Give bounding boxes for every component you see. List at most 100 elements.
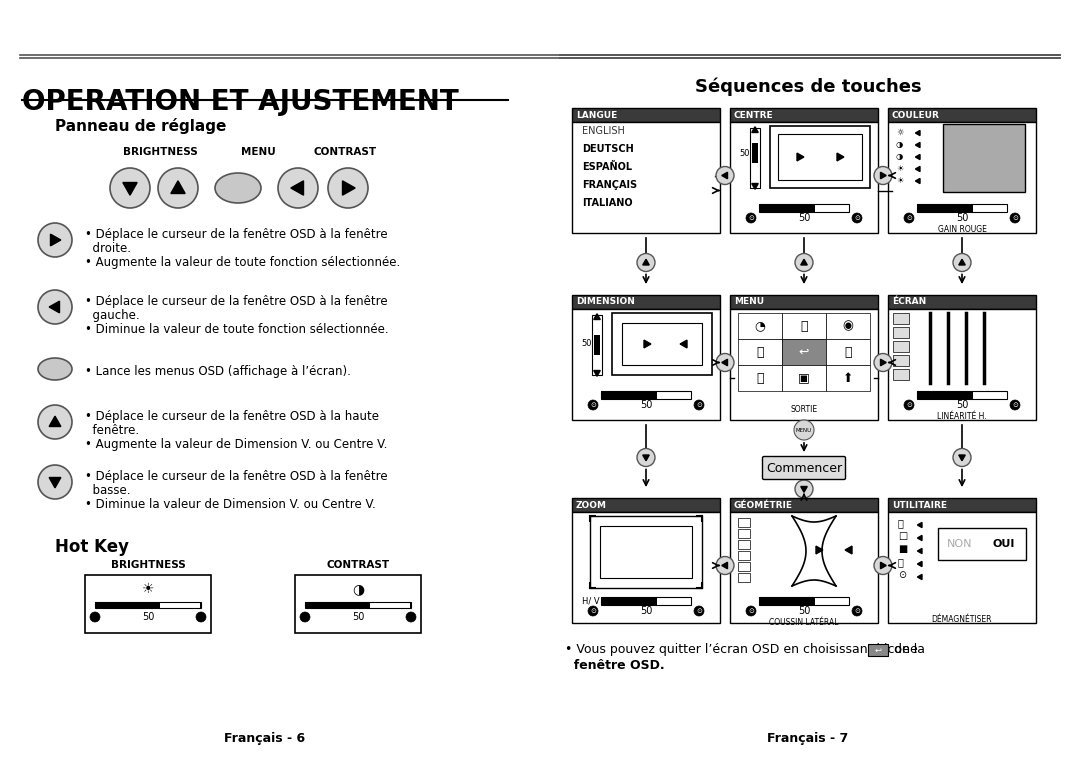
Text: ⊙: ⊙ — [748, 215, 754, 221]
Text: 50: 50 — [141, 612, 154, 622]
FancyBboxPatch shape — [762, 456, 846, 479]
Text: LINÉARITÉ H.: LINÉARITÉ H. — [937, 412, 987, 421]
Text: • Augmente la valeur de Dimension V. ou Centre V.: • Augmente la valeur de Dimension V. ou … — [85, 438, 388, 451]
Bar — [738, 551, 750, 560]
Text: MENU: MENU — [796, 427, 812, 433]
Bar — [738, 562, 750, 571]
Polygon shape — [50, 416, 60, 427]
Circle shape — [874, 353, 892, 372]
Text: OPERATION ET AJUSTEMENT: OPERATION ET AJUSTEMENT — [22, 88, 459, 116]
Bar — [590, 516, 702, 588]
Bar — [305, 602, 411, 608]
Bar — [85, 575, 211, 633]
Circle shape — [795, 253, 813, 272]
Text: ⊙: ⊙ — [897, 570, 906, 580]
Text: ↩: ↩ — [875, 645, 881, 655]
Text: • Déplace le curseur de la fenêtre OSD à la fenêtre: • Déplace le curseur de la fenêtre OSD à… — [85, 228, 388, 241]
Polygon shape — [917, 562, 922, 567]
Circle shape — [278, 168, 318, 208]
Circle shape — [694, 606, 704, 616]
Bar — [600, 597, 691, 605]
Polygon shape — [50, 301, 59, 313]
Polygon shape — [752, 127, 758, 133]
Polygon shape — [644, 340, 651, 348]
Circle shape — [874, 166, 892, 185]
Text: Panneau de réglage: Panneau de réglage — [55, 118, 227, 134]
Text: fenêtre OSD.: fenêtre OSD. — [565, 659, 664, 672]
Polygon shape — [50, 478, 60, 488]
Circle shape — [300, 612, 310, 622]
Text: ⎕: ⎕ — [800, 320, 808, 333]
Bar — [917, 204, 1007, 212]
Text: ☀: ☀ — [896, 176, 904, 185]
Bar — [730, 309, 878, 420]
Text: • Déplace le curseur de la fenêtre OSD à la fenêtre: • Déplace le curseur de la fenêtre OSD à… — [85, 295, 388, 308]
Text: ☼: ☼ — [896, 128, 904, 137]
Text: BRIGHTNESS: BRIGHTNESS — [123, 147, 198, 157]
Circle shape — [694, 400, 704, 410]
Bar — [782, 313, 826, 339]
Bar — [305, 602, 411, 608]
Bar — [917, 204, 973, 212]
Polygon shape — [797, 153, 804, 161]
Polygon shape — [51, 234, 60, 246]
Text: ⊙: ⊙ — [854, 608, 860, 614]
Bar — [893, 341, 909, 352]
Text: Français - 7: Français - 7 — [768, 732, 849, 745]
Bar — [943, 124, 1025, 192]
Bar — [826, 313, 870, 339]
Bar — [759, 597, 849, 605]
Text: ⬜: ⬜ — [756, 346, 764, 359]
Polygon shape — [816, 546, 823, 554]
Polygon shape — [643, 259, 649, 265]
Circle shape — [852, 213, 862, 223]
Bar — [939, 528, 1026, 560]
Bar — [600, 391, 657, 399]
Circle shape — [588, 400, 598, 410]
Text: Commencer: Commencer — [766, 462, 842, 475]
Text: ☀: ☀ — [896, 164, 904, 173]
Bar — [738, 540, 750, 549]
Polygon shape — [880, 562, 887, 568]
Bar — [888, 498, 1036, 512]
Bar — [600, 526, 692, 578]
Circle shape — [328, 168, 368, 208]
Text: ⬛: ⬛ — [897, 557, 904, 567]
Bar — [759, 204, 849, 212]
Text: ⊙: ⊙ — [748, 608, 754, 614]
Text: MENU: MENU — [241, 147, 275, 157]
Text: ⊙: ⊙ — [590, 608, 596, 614]
Polygon shape — [880, 172, 887, 179]
Bar — [917, 391, 1007, 399]
Bar — [826, 365, 870, 391]
Text: ⊙: ⊙ — [697, 402, 702, 408]
Polygon shape — [643, 455, 649, 461]
Circle shape — [874, 556, 892, 575]
Text: NON: NON — [947, 539, 973, 549]
Bar — [95, 602, 201, 608]
Polygon shape — [342, 181, 355, 195]
Text: ⊙: ⊙ — [906, 402, 912, 408]
Polygon shape — [880, 359, 887, 365]
Polygon shape — [800, 259, 807, 265]
Bar — [770, 126, 870, 188]
Bar — [782, 339, 826, 365]
Text: DEUTSCH: DEUTSCH — [582, 144, 634, 154]
Polygon shape — [594, 314, 600, 320]
Bar — [295, 575, 421, 633]
Polygon shape — [837, 153, 843, 161]
Text: • Vous pouvez quitter l’écran OSD en choisissant l’icone: • Vous pouvez quitter l’écran OSD en cho… — [565, 643, 918, 656]
Text: ENGLISH: ENGLISH — [582, 126, 625, 136]
Bar — [622, 323, 702, 365]
Polygon shape — [752, 183, 758, 189]
Bar — [572, 295, 720, 309]
Bar — [730, 512, 878, 623]
Text: 50: 50 — [582, 339, 592, 347]
Circle shape — [195, 612, 206, 622]
Bar — [888, 309, 1036, 420]
Text: ■: ■ — [897, 544, 907, 554]
Text: ◑: ◑ — [896, 152, 903, 161]
Circle shape — [746, 213, 756, 223]
Text: fenêtre.: fenêtre. — [85, 424, 139, 437]
Bar — [600, 391, 691, 399]
